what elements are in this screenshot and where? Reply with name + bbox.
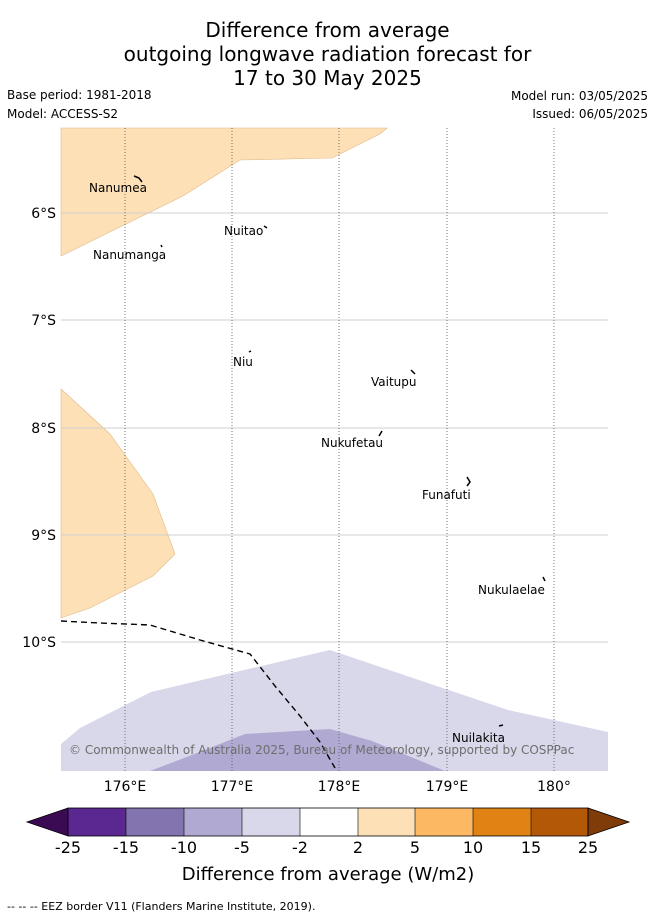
- colorbar-under-arrow: [25, 807, 69, 837]
- island-funafuti: [466, 476, 471, 487]
- lat-tick-label: 10°S: [22, 635, 56, 651]
- colorbar-tick-label: 5: [410, 838, 420, 857]
- island-nukufetau: [378, 430, 383, 437]
- place-label: Nukulaelae: [478, 583, 545, 597]
- colorbar-tick-label: 15: [521, 838, 541, 857]
- island-nuitao: [263, 225, 268, 229]
- colorbar-tick-label: 25: [578, 838, 598, 857]
- lat-tick-label: 9°S: [31, 528, 56, 544]
- island-markers: [133, 175, 546, 727]
- place-label: Nuitao: [224, 224, 263, 238]
- colorbar: -25 -15 -10 -5 -2 2 5 10 15 25 Differenc…: [25, 807, 631, 885]
- island-nuilakita: [498, 724, 504, 727]
- colorbar-segment: [358, 808, 415, 836]
- colorbar-segment: [531, 808, 588, 836]
- map-title-line-3: 17 to 30 May 2025: [233, 66, 422, 90]
- colorbar-over-arrow: [587, 807, 631, 837]
- colorbar-segment: [473, 808, 531, 836]
- map-panel: Nanumea Nuitao Nanumanga Niu Vaitupu Nuk…: [60, 127, 608, 771]
- map-title-line-2: outgoing longwave radiation forecast for: [123, 42, 532, 66]
- island-nanumanga: [160, 244, 163, 248]
- issued-date: Issued: 06/05/2025: [532, 107, 648, 121]
- island-nanumea: [133, 175, 143, 183]
- lon-tick-label: 180°: [537, 779, 571, 795]
- island-nukulaelae: [542, 576, 546, 582]
- place-label: Nukufetau: [321, 436, 383, 450]
- colorbar-tick-label: 10: [463, 838, 483, 857]
- colorbar-tick-label: -15: [113, 838, 139, 857]
- model-name: Model: ACCESS-S2: [7, 107, 119, 121]
- map-title-line-1: Difference from average: [205, 18, 450, 42]
- colorbar-tick-label: -2: [292, 838, 308, 857]
- colorbar-title: Difference from average (W/m2): [182, 864, 474, 885]
- colorbar-tick-label: -10: [171, 838, 197, 857]
- lat-tick-label: 8°S: [31, 421, 56, 437]
- colorbar-segment: [300, 808, 358, 836]
- anomaly-area-negative-medium: [150, 729, 445, 771]
- base-period: Base period: 1981-2018: [7, 88, 152, 102]
- lat-tick-label: 6°S: [31, 206, 56, 222]
- colorbar-segment: [242, 808, 300, 836]
- place-label: Vaitupu: [371, 375, 417, 389]
- eez-border: [60, 620, 336, 769]
- colorbar-tick-label: 2: [353, 838, 363, 857]
- place-label: Nuilakita: [452, 731, 505, 745]
- colorbar-segment: [415, 808, 473, 836]
- colorbar-frame: [67, 807, 589, 837]
- place-label: Funafuti: [422, 488, 471, 502]
- lon-tick-label: 177°E: [211, 779, 254, 795]
- colorbar-tick-label: -5: [234, 838, 250, 857]
- eez-legend-note: -- -- -- EEZ border V11 (Flanders Marine…: [7, 900, 316, 913]
- lon-tick-label: 176°E: [104, 779, 147, 795]
- colorbar-segment: [126, 808, 184, 836]
- model-run: Model run: 03/05/2025: [510, 89, 648, 103]
- colorbar-segment: [68, 808, 126, 836]
- place-label: Nanumanga: [93, 248, 166, 262]
- lat-tick-label: 7°S: [31, 313, 56, 329]
- anomaly-area-negative-light: [61, 650, 608, 771]
- copyright-notice: © Commonwealth of Australia 2025, Bureau…: [69, 743, 574, 757]
- anomaly-area-positive-west: [60, 388, 176, 619]
- island-niu: [248, 350, 252, 353]
- colorbar-tick-label: -25: [55, 838, 81, 857]
- lon-tick-label: 178°E: [318, 779, 361, 795]
- lon-tick-label: 179°E: [426, 779, 469, 795]
- island-vaitupu: [410, 369, 416, 375]
- colorbar-segment: [184, 808, 242, 836]
- place-label: Nanumea: [89, 181, 147, 195]
- place-label: Niu: [233, 355, 253, 369]
- anomaly-area-positive-north: [60, 127, 388, 257]
